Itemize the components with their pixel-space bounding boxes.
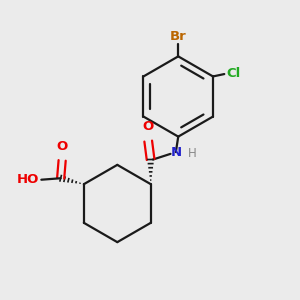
Text: Cl: Cl (226, 67, 240, 80)
Text: HO: HO (16, 173, 39, 186)
Text: N: N (170, 146, 182, 159)
Text: O: O (142, 120, 154, 133)
Text: H: H (188, 147, 197, 161)
Text: O: O (56, 140, 68, 153)
Text: Br: Br (170, 30, 187, 43)
